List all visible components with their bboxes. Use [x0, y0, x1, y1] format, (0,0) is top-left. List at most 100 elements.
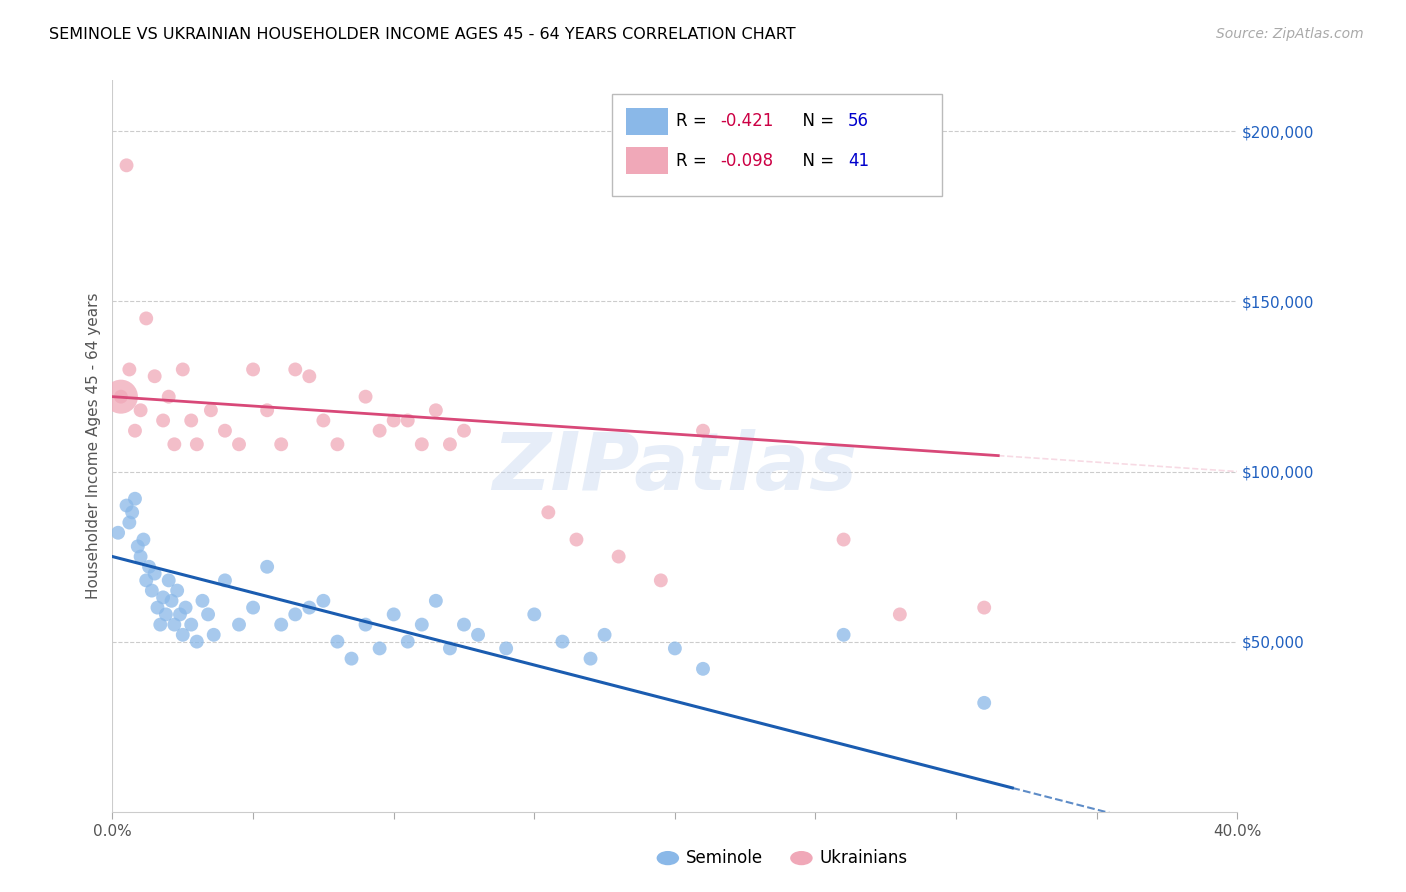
Point: [121, 505, 143, 519]
Point: [382, 607, 405, 622]
Point: [110, 390, 132, 404]
Point: [312, 594, 335, 608]
Point: [129, 403, 152, 417]
Point: [166, 583, 188, 598]
Point: [467, 628, 489, 642]
Point: [396, 634, 419, 648]
Text: Source: ZipAtlas.com: Source: ZipAtlas.com: [1216, 27, 1364, 41]
Point: [132, 533, 155, 547]
Point: [537, 505, 560, 519]
Text: N =: N =: [792, 152, 839, 169]
Point: [607, 549, 630, 564]
Point: [298, 369, 321, 384]
Point: [155, 607, 177, 622]
Point: [368, 641, 391, 656]
Point: [256, 403, 278, 417]
Point: [228, 617, 250, 632]
Point: [284, 362, 307, 376]
Point: [973, 696, 995, 710]
Point: [115, 158, 138, 172]
Point: [889, 607, 911, 622]
Point: [425, 403, 447, 417]
Point: [664, 641, 686, 656]
Point: [127, 540, 149, 554]
Point: [186, 634, 208, 648]
Point: [110, 390, 132, 404]
Point: [214, 574, 236, 588]
Point: [197, 607, 219, 622]
Point: [118, 362, 141, 376]
Text: -0.421: -0.421: [720, 112, 773, 130]
Point: [202, 628, 225, 642]
Point: [565, 533, 588, 547]
Point: [118, 516, 141, 530]
Point: [411, 617, 433, 632]
Point: [163, 437, 186, 451]
Point: [551, 634, 574, 648]
Point: [453, 424, 475, 438]
Point: [270, 617, 292, 632]
Point: [284, 607, 307, 622]
Text: N =: N =: [792, 112, 839, 130]
Point: [354, 617, 377, 632]
Point: [411, 437, 433, 451]
Point: [200, 403, 222, 417]
Point: [169, 607, 191, 622]
Point: [163, 617, 186, 632]
Point: [256, 559, 278, 574]
Y-axis label: Householder Income Ages 45 - 64 years: Householder Income Ages 45 - 64 years: [86, 293, 101, 599]
Point: [326, 634, 349, 648]
Text: ZIPatlas: ZIPatlas: [492, 429, 858, 507]
Point: [135, 574, 157, 588]
Point: [152, 591, 174, 605]
Point: [191, 594, 214, 608]
Point: [172, 362, 194, 376]
Point: [692, 424, 714, 438]
Point: [340, 651, 363, 665]
Point: [157, 574, 180, 588]
Point: [425, 594, 447, 608]
Point: [832, 533, 855, 547]
Point: [523, 607, 546, 622]
Point: [368, 424, 391, 438]
Point: [149, 617, 172, 632]
Text: Seminole: Seminole: [686, 849, 763, 867]
Point: [270, 437, 292, 451]
Point: [439, 437, 461, 451]
Point: [214, 424, 236, 438]
Point: [312, 413, 335, 427]
Point: [298, 600, 321, 615]
Point: [439, 641, 461, 656]
Point: [692, 662, 714, 676]
Point: [138, 559, 160, 574]
Point: [242, 362, 264, 376]
Text: 41: 41: [848, 152, 869, 169]
Point: [124, 424, 146, 438]
Point: [228, 437, 250, 451]
Point: [135, 311, 157, 326]
Point: [174, 600, 197, 615]
Text: 56: 56: [848, 112, 869, 130]
Point: [593, 628, 616, 642]
Point: [152, 413, 174, 427]
Point: [650, 574, 672, 588]
Point: [832, 628, 855, 642]
Point: [172, 628, 194, 642]
Point: [160, 594, 183, 608]
Point: [180, 413, 202, 427]
Point: [141, 583, 163, 598]
Point: [382, 413, 405, 427]
Point: [354, 390, 377, 404]
Point: [453, 617, 475, 632]
Text: Ukrainians: Ukrainians: [820, 849, 908, 867]
Point: [495, 641, 517, 656]
Point: [124, 491, 146, 506]
Point: [396, 413, 419, 427]
Point: [180, 617, 202, 632]
Point: [326, 437, 349, 451]
Text: -0.098: -0.098: [720, 152, 773, 169]
Point: [107, 525, 129, 540]
Text: R =: R =: [676, 112, 713, 130]
Point: [146, 600, 169, 615]
Point: [129, 549, 152, 564]
